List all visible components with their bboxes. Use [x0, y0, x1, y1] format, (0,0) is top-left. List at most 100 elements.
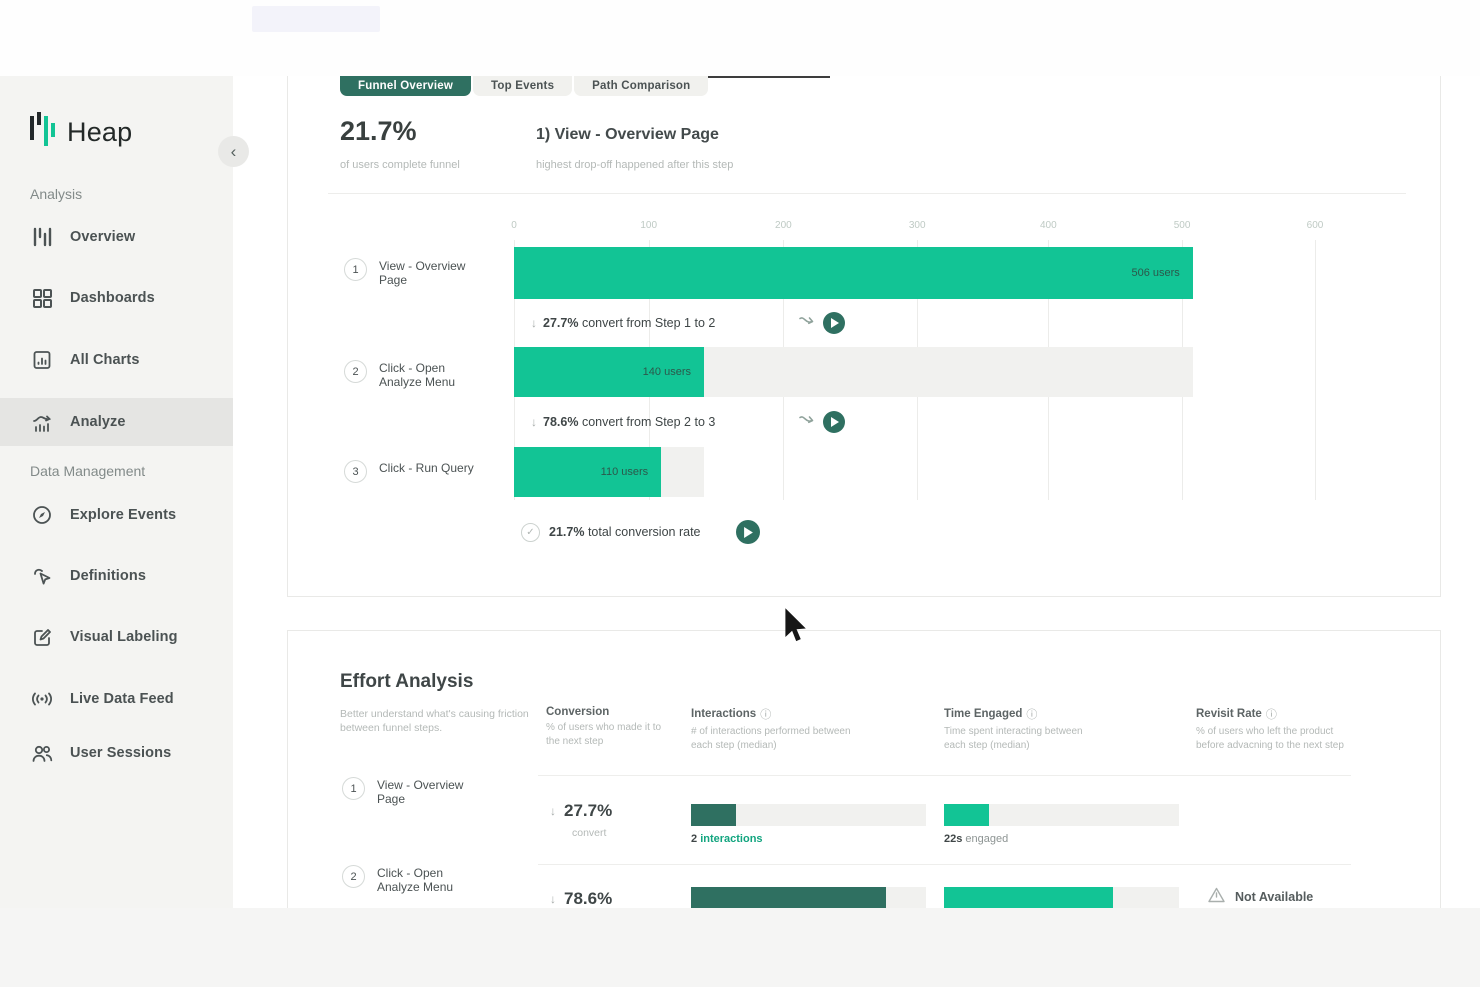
- time-engaged-bar-track: [944, 887, 1179, 908]
- effort-step-2: 2 Click - Open Analyze Menu: [342, 865, 487, 895]
- conversion-row-2: ↓ 78.6% convert from Step 2 to 3: [514, 397, 1406, 447]
- axis-tick-label: 100: [640, 220, 658, 231]
- funnel-bar-2[interactable]: 140 users: [514, 347, 704, 397]
- interactions-caption: 2 interactions: [691, 833, 763, 845]
- sidebar-item-all-charts[interactable]: All Charts: [0, 336, 233, 384]
- tab-path-comparison[interactable]: Path Comparison: [574, 76, 709, 96]
- effort-col-interactions: Interactions ⓘ # of interactions performe…: [691, 708, 851, 751]
- sidebar-item-live-data-feed[interactable]: Live Data Feed: [0, 675, 233, 723]
- bars-icon: [30, 225, 54, 249]
- compass-icon: [30, 503, 54, 527]
- heap-logo[interactable]: Heap: [30, 110, 132, 155]
- effort-conversion-2: ↓ 78.6%: [550, 889, 613, 908]
- axis-tick-label: 500: [1173, 220, 1191, 231]
- sidebar-item-analyze[interactable]: Analyze: [0, 398, 233, 446]
- arrow-down-icon: ↓: [550, 892, 556, 906]
- axis-tick-label: 0: [511, 220, 517, 231]
- warning-icon: [1208, 887, 1225, 906]
- sidebar-item-explore-events[interactable]: Explore Events: [0, 491, 233, 539]
- hairline-artifact-dark: [686, 76, 830, 78]
- axis-tick-label: 400: [1039, 220, 1057, 231]
- funnel-bar-3[interactable]: 110 users: [514, 447, 662, 497]
- heap-logo-icon: [30, 110, 56, 155]
- total-conversion-row: ✓ 21.7% total conversion rate: [521, 520, 760, 544]
- chart-doc-icon: [30, 348, 54, 372]
- viewport-bottom-band: [0, 908, 1480, 987]
- step-number-badge: 1: [342, 777, 365, 800]
- step-name: View - Overview Page: [377, 778, 464, 806]
- effort-subtitle: Better understand what's causing frictio…: [340, 708, 529, 735]
- cursor-icon: [30, 564, 54, 588]
- play-button[interactable]: [823, 411, 845, 433]
- arrow-down-icon: ↓: [550, 804, 556, 818]
- effort-col-time-engaged: Time Engaged ⓘ Time spent interacting bet…: [944, 708, 1083, 751]
- interactions-bar: [691, 804, 736, 826]
- conversion-text: ↓ 27.7% convert from Step 1 to 2: [531, 316, 716, 330]
- play-button[interactable]: [823, 312, 845, 334]
- grid-line: [1315, 240, 1317, 500]
- edit-icon: [30, 625, 54, 649]
- browser-top-strip: [0, 0, 1480, 76]
- chevron-left-icon: ‹: [230, 141, 237, 161]
- funnel-bar-1[interactable]: 506 users: [514, 247, 1193, 299]
- check-circle-icon: ✓: [521, 522, 540, 542]
- grid-icon: [30, 286, 54, 310]
- divider: [328, 193, 1406, 194]
- effort-col-revisit-rate: Revisit Rate ⓘ % of users who left the pr…: [1196, 708, 1344, 751]
- funnel-summary-value: 21.7%: [340, 116, 417, 146]
- sidebar-section-analysis: Analysis: [30, 186, 83, 202]
- axis-tick-label: 600: [1306, 220, 1324, 231]
- tab-top-events[interactable]: Top Events: [473, 76, 573, 96]
- funnel-step-label-2: 2 Click - Open Analyze Menu: [344, 360, 489, 390]
- chart-tabs: Funnel Overview Top Events Path Comparis…: [340, 76, 709, 96]
- trend-icon: [30, 410, 54, 434]
- sidebar-section-data-management: Data Management: [30, 463, 146, 479]
- bar-users-label: 140 users: [642, 366, 691, 378]
- users-icon: [30, 741, 54, 765]
- interactions-bar-track: [691, 804, 926, 826]
- sidebar-item-overview[interactable]: Overview: [0, 213, 233, 261]
- effort-analysis-card: Effort Analysis Better understand what's…: [287, 630, 1441, 908]
- arrow-down-icon: ↓: [531, 415, 537, 429]
- info-icon: ⓘ: [760, 709, 772, 721]
- funnel-bar-row-2: 140 users: [514, 347, 1406, 397]
- tab-funnel-overview[interactable]: Funnel Overview: [340, 76, 472, 96]
- effort-title: Effort Analysis: [340, 671, 474, 692]
- step-name: Click - Open Analyze Menu: [379, 361, 456, 389]
- interactions-bar-track: [691, 887, 926, 908]
- info-icon: ⓘ: [1026, 709, 1038, 721]
- sidebar-item-visual-labeling[interactable]: Visual Labeling: [0, 613, 233, 661]
- sidebar-item-definitions[interactable]: Definitions: [0, 552, 233, 600]
- sidebar-collapse-button[interactable]: ‹: [218, 136, 249, 167]
- step-name: View - Overview Page: [379, 259, 466, 287]
- axis-tick-label: 300: [908, 220, 926, 231]
- step-name: Click - Open Analyze Menu: [377, 866, 454, 894]
- info-icon: ⓘ: [1265, 709, 1277, 721]
- step-number-badge: 1: [344, 258, 367, 281]
- sidebar-item-dashboards[interactable]: Dashboards: [0, 274, 233, 322]
- sidebar-item-user-sessions[interactable]: User Sessions: [0, 729, 233, 777]
- broadcast-icon: [30, 687, 54, 711]
- step-name: Click - Run Query: [379, 461, 474, 475]
- time-engaged-bar: [944, 887, 1114, 908]
- play-button[interactable]: [735, 520, 760, 544]
- conversion-row-1: ↓ 27.7% convert from Step 1 to 2: [514, 299, 1406, 347]
- bar-users-label: 506 users: [1131, 267, 1180, 279]
- funnel-card: Funnel Overview Top Events Path Comparis…: [287, 76, 1441, 597]
- time-engaged-bar: [944, 804, 989, 826]
- conversion-text: ↓ 78.6% convert from Step 2 to 3: [531, 415, 716, 429]
- time-engaged-caption: 22s engaged: [944, 833, 1009, 845]
- funnel-step-label-3: 3 Click - Run Query: [344, 460, 489, 483]
- funnel-summary-caption: of users complete funnel: [340, 159, 460, 171]
- interactions-bar: [691, 887, 887, 908]
- funnel-highlight-caption: highest drop-off happened after this ste…: [536, 159, 734, 171]
- step-number-badge: 2: [344, 360, 367, 383]
- step-number-badge: 2: [342, 865, 365, 888]
- divider: [538, 775, 1351, 776]
- effort-conversion-1: ↓ 27.7% convert: [550, 801, 613, 839]
- axis-tick-label: 200: [775, 220, 792, 231]
- jump-arrow-icon: [798, 314, 816, 333]
- funnel-axis-labels: 0 100 200 300 400 500 600: [511, 216, 1406, 232]
- main-content: Funnel Overview Top Events Path Comparis…: [233, 76, 1480, 908]
